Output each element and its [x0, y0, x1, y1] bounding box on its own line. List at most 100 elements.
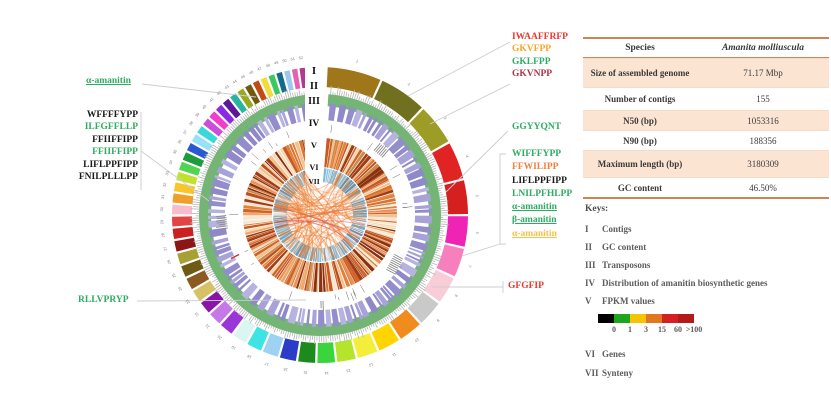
peptide-label-gfgfip: GFGFIP — [508, 281, 544, 291]
peptide-label: FFIIFFIPP — [92, 134, 138, 145]
gene-name-cluster — [373, 142, 390, 158]
key-item-synteny: VII Synteny — [585, 368, 633, 378]
contig-number: 8 — [454, 294, 459, 298]
ring-numeral-VII: VII — [308, 177, 319, 186]
ring-numeral-I: I — [312, 65, 316, 77]
key-numeral: V — [585, 296, 592, 306]
contig-numbers: 1234567891011121314151617181920212223242… — [160, 56, 479, 375]
key-numeral: VI — [585, 349, 596, 359]
contig-number: 3 — [443, 116, 447, 120]
ring-numeral-II: II — [310, 81, 318, 92]
contig-number: 11 — [391, 352, 396, 357]
fpkm-scale-labels: 0 1 3 15 60 >100 — [585, 325, 725, 335]
contig-number: 31 — [161, 194, 165, 199]
key-item-transposons: III Transposons — [585, 260, 650, 270]
contig-number: 38 — [188, 121, 194, 127]
contig-number: 21 — [205, 323, 211, 329]
contig-number: 13 — [346, 368, 351, 373]
table-cell-value: 188356 — [749, 135, 777, 146]
peptide-label: FNILPLLLPP — [78, 171, 138, 182]
contig-number: 23 — [185, 299, 191, 305]
ring-amanitin-genes — [215, 125, 413, 311]
fpkm-scale-swatch — [630, 314, 646, 323]
contig-number: 46 — [249, 70, 255, 75]
contig-number: 36 — [177, 139, 183, 145]
key-label: Genes — [602, 349, 626, 359]
contig-number: 41 — [209, 97, 215, 103]
table-cell-label: GC content — [617, 182, 663, 193]
table-row: Number of contigs 155 — [583, 87, 829, 110]
contig-number: 17 — [264, 361, 269, 366]
peptide-label: IWAAFFRFP — [512, 32, 568, 42]
key-item-genes: VI Genes — [585, 349, 626, 359]
contig-number: 15 — [303, 370, 308, 374]
table-header-value: Amanita molliuscula — [721, 43, 805, 53]
fpkm-scale-tick-label: 0 — [612, 325, 616, 334]
contig-number: 29 — [160, 220, 164, 224]
key-item-contigs: I Contigs — [585, 224, 632, 234]
peptide-label: FFWILIPP — [512, 162, 559, 173]
peptide-label-ggyyqnt: GGYYQNT — [512, 122, 562, 132]
contig-number: 33 — [165, 171, 170, 176]
gene-name-cluster — [215, 214, 228, 230]
key-label: FPKM values — [602, 296, 655, 306]
ring-transposons — [208, 103, 432, 328]
table-row: N90 (bp) 188356 — [583, 130, 829, 150]
contig-number: 26 — [167, 259, 172, 264]
key-label: Transposons — [602, 260, 651, 270]
peptide-label: WFFFFYPP — [86, 110, 138, 120]
contig-number: 44 — [232, 79, 238, 85]
fpkm-color-scale — [598, 314, 694, 323]
key-label: Synteny — [602, 368, 634, 378]
alpha-amanitin-callout-left: α-amanitin — [86, 76, 131, 86]
key-numeral: I — [585, 224, 589, 234]
peptide-label: β-amanitin — [512, 215, 557, 226]
callout-leader-lines — [136, 41, 511, 302]
fpkm-scale-swatch — [614, 314, 630, 323]
peptide-label: GKVNPP — [512, 69, 553, 80]
right-top-peptide-list: IWAAFFRFP GKVFPP GKLFPP GKVNPP — [512, 31, 568, 81]
contig-number: 28 — [161, 233, 166, 238]
contig-number: 5 — [475, 195, 479, 198]
ring-fpkm — [242, 138, 398, 293]
contig-number: 7 — [467, 264, 471, 267]
ring-numeral-V: V — [311, 140, 318, 150]
contig-number: 2 — [407, 82, 411, 87]
contig-number: 10 — [414, 337, 420, 343]
table-cell-label: Number of contigs — [604, 94, 676, 104]
table-cell-value: 71.17 Mbp — [743, 68, 783, 78]
contig-number: 14 — [324, 371, 328, 375]
fpkm-scale-tick-label: 3 — [644, 325, 648, 334]
table-cell-value: 3180309 — [747, 159, 779, 169]
keys-title: Keys: — [585, 204, 609, 214]
contig-number: 19 — [231, 345, 237, 351]
gene-name-cluster — [386, 254, 403, 275]
peptide-label: ILFGFFLLP — [84, 122, 138, 133]
peptide-label: α-amanitin — [512, 228, 557, 239]
contig-number: 47 — [257, 66, 262, 71]
fpkm-scale-tick-label: 1 — [628, 325, 632, 334]
peptide-label: LIFLPPFIPP — [512, 175, 567, 186]
ring-gc-content — [190, 85, 449, 345]
contig-number: 42 — [216, 90, 222, 96]
fpkm-scale-tick-label: >100 — [685, 325, 703, 334]
contig-number: 43 — [224, 84, 230, 90]
contig-number: 25 — [171, 273, 176, 278]
key-label: Contigs — [602, 224, 632, 234]
genome-stats-table: Species Amanita molliuscula Size of asse… — [583, 37, 829, 199]
contig-number: 37 — [183, 130, 189, 136]
table-cell-value: 155 — [756, 94, 770, 104]
contig-number: 24 — [177, 286, 183, 292]
table-header-label: Species — [625, 43, 655, 53]
right-mid-peptide-list: WIFFFYPP FFWILIPP LIFLPPFIPP LNILPFHLPP α-am… — [512, 148, 572, 241]
peptide-label: GKLFPP — [512, 56, 551, 67]
contig-number: 40 — [202, 104, 208, 110]
contig-number: 48 — [265, 63, 270, 68]
table-header-row: Species Amanita molliuscula — [583, 39, 829, 58]
key-numeral: II — [585, 242, 593, 252]
table-cell-label: Size of assembled genome — [590, 68, 690, 78]
ring-synteny — [273, 171, 367, 262]
